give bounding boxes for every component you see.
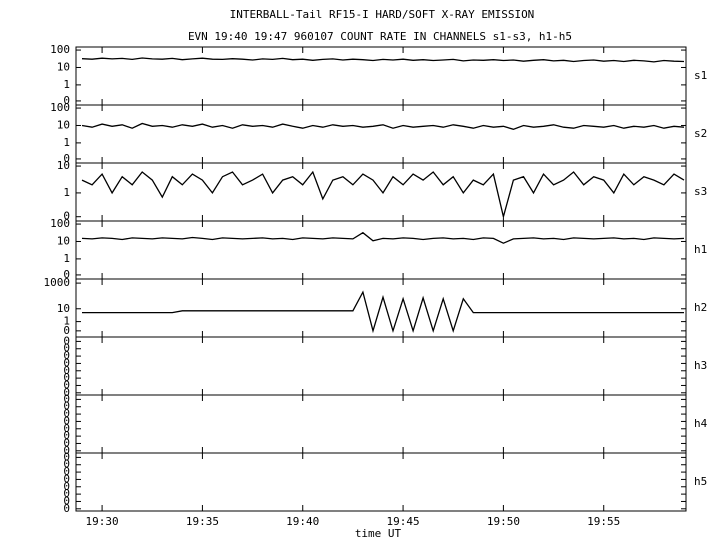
y-tick-label: 0 xyxy=(63,356,70,369)
y-tick-label: 10 xyxy=(57,159,70,172)
y-tick-label: 0 xyxy=(63,268,70,281)
y-tick-label: 0 xyxy=(63,152,70,165)
y-tick-label: 0 xyxy=(63,450,70,463)
y-tick-label: 10 xyxy=(57,118,70,131)
y-tick-label: 0 xyxy=(63,386,70,399)
panel-label: h2 xyxy=(694,301,707,314)
y-tick-label: 1 xyxy=(63,78,70,91)
x-axis-label: time UT xyxy=(355,527,402,540)
data-line xyxy=(81,231,685,244)
panel-label: h4 xyxy=(694,417,708,430)
data-line xyxy=(82,290,684,334)
y-tick-label: 0 xyxy=(63,371,70,384)
y-tick-label: 0 xyxy=(63,502,70,515)
y-tick-label: 0 xyxy=(63,400,70,413)
y-tick-label: 0 xyxy=(63,378,70,391)
data-line xyxy=(81,57,685,63)
y-tick-label: 0 xyxy=(63,494,70,507)
y-tick-label: 0 xyxy=(63,458,70,471)
y-tick-label: 0 xyxy=(63,364,70,377)
y-tick-label: 0 xyxy=(63,414,70,427)
y-tick-label: 0 xyxy=(63,334,70,347)
y-tick-label: 1 xyxy=(63,315,70,328)
y-tick-label: 0 xyxy=(63,210,70,223)
y-tick-label: 1 xyxy=(63,186,70,199)
x-tick-label: 19:40 xyxy=(286,515,319,528)
y-tick-label: 0 xyxy=(63,349,70,362)
panel-frame xyxy=(75,452,687,512)
x-tick-label: 19:55 xyxy=(587,515,620,528)
y-tick-label: 0 xyxy=(63,465,70,478)
chart-subtitle: EVN 19:40 19:47 960107 COUNT RATE IN CHA… xyxy=(188,30,572,43)
y-tick-label: 0 xyxy=(63,487,70,500)
y-tick-label: 0 xyxy=(63,407,70,420)
panel-label: s3 xyxy=(694,185,707,198)
y-tick-label: 1 xyxy=(63,136,70,149)
y-tick-label: 10 xyxy=(57,60,70,73)
data-line xyxy=(81,170,685,217)
panel-label: h3 xyxy=(694,359,707,372)
chart-title: INTERBALL-Tail RF15-I HARD/SOFT X-RAY EM… xyxy=(230,8,535,21)
y-tick-label: 0 xyxy=(63,342,70,355)
y-tick-label: 0 xyxy=(63,429,70,442)
y-tick-label: 0 xyxy=(63,480,70,493)
panel-label: s2 xyxy=(694,127,707,140)
y-tick-label: 0 xyxy=(63,436,70,449)
y-tick-label: 0 xyxy=(63,422,70,435)
y-tick-label: 100 xyxy=(50,43,70,56)
panel-label: h5 xyxy=(694,475,707,488)
x-tick-label: 19:45 xyxy=(387,515,420,528)
y-tick-label: 0 xyxy=(63,94,70,107)
y-tick-label: 0 xyxy=(63,392,70,405)
x-tick-label: 19:35 xyxy=(186,515,219,528)
y-tick-label: 0 xyxy=(63,444,70,457)
panel-label: s1 xyxy=(694,69,707,82)
y-tick-label: 1000 xyxy=(44,276,71,289)
y-tick-label: 10 xyxy=(57,302,70,315)
y-tick-label: 100 xyxy=(50,217,70,230)
panel-label: h1 xyxy=(694,243,707,256)
y-tick-label: 100 xyxy=(50,101,70,114)
y-tick-label: 0 xyxy=(63,472,70,485)
data-line xyxy=(81,122,685,130)
y-tick-label: 10 xyxy=(57,234,70,247)
y-tick-label: 0 xyxy=(63,324,70,337)
y-tick-label: 1 xyxy=(63,252,70,265)
x-tick-label: 19:30 xyxy=(86,515,119,528)
x-tick-label: 19:50 xyxy=(487,515,520,528)
